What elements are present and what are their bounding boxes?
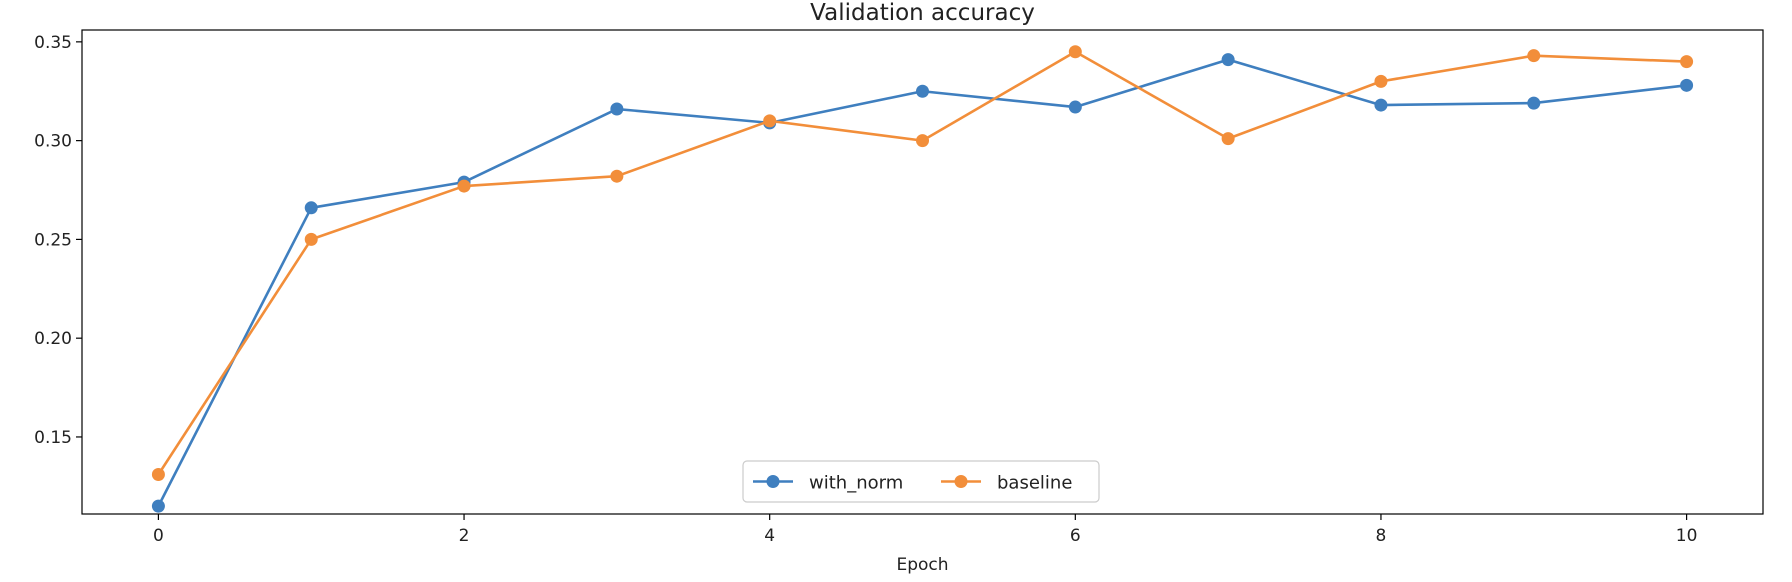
data-point-baseline — [610, 169, 624, 183]
data-point-baseline — [1221, 132, 1235, 146]
legend-swatch-marker — [954, 475, 968, 488]
legend-swatch-marker — [766, 475, 780, 488]
x-tick-label: 4 — [764, 526, 775, 546]
data-point-with_norm — [916, 84, 929, 98]
y-axis: 0.15 0.20 0.25 0.30 0.35 — [34, 33, 82, 448]
x-tick-label: 10 — [1676, 526, 1698, 546]
plot-area-frame — [81, 29, 1764, 515]
series-line-baseline — [157, 50, 1688, 476]
y-tick-label: 0.15 — [34, 428, 72, 448]
data-point-baseline — [1068, 45, 1082, 59]
legend-label: with_norm — [809, 473, 903, 494]
data-point-with_norm — [304, 201, 318, 215]
legend-label: baseline — [997, 473, 1072, 494]
data-point-with_norm — [610, 102, 624, 116]
series-with_norm — [151, 53, 1694, 513]
y-tick-label: 0.20 — [34, 329, 72, 349]
legend: with_norm baseline — [742, 460, 1100, 503]
x-tick-label: 8 — [1376, 526, 1387, 546]
data-point-baseline — [304, 232, 318, 246]
data-point-with_norm — [1527, 96, 1541, 110]
data-point-with_norm — [1680, 78, 1694, 92]
data-point-baseline — [1374, 74, 1388, 88]
x-axis: 0 2 4 6 8 10 — [153, 514, 1697, 546]
x-axis-label: Epoch — [896, 555, 948, 575]
data-point-with_norm — [1374, 98, 1388, 112]
data-point-baseline — [1527, 49, 1541, 63]
x-tick-label: 6 — [1070, 526, 1081, 546]
y-tick-label: 0.30 — [34, 132, 72, 152]
x-tick-label: 2 — [459, 526, 470, 546]
y-tick-label: 0.25 — [34, 230, 72, 250]
data-point-baseline — [916, 134, 929, 148]
chart-title: Validation accuracy — [810, 0, 1035, 26]
series-layer — [151, 45, 1694, 513]
data-point-with_norm — [1221, 53, 1235, 67]
data-point-with_norm — [1068, 100, 1082, 114]
x-tick-label: 0 — [153, 526, 164, 546]
y-tick-label: 0.35 — [34, 33, 72, 53]
legend-box — [742, 460, 1100, 503]
data-point-baseline — [151, 467, 165, 481]
data-point-baseline — [457, 179, 471, 193]
data-point-with_norm — [151, 499, 165, 513]
series-baseline — [151, 45, 1694, 481]
data-point-baseline — [763, 114, 777, 128]
data-point-baseline — [1680, 55, 1694, 69]
series-line-with_norm — [157, 58, 1688, 508]
